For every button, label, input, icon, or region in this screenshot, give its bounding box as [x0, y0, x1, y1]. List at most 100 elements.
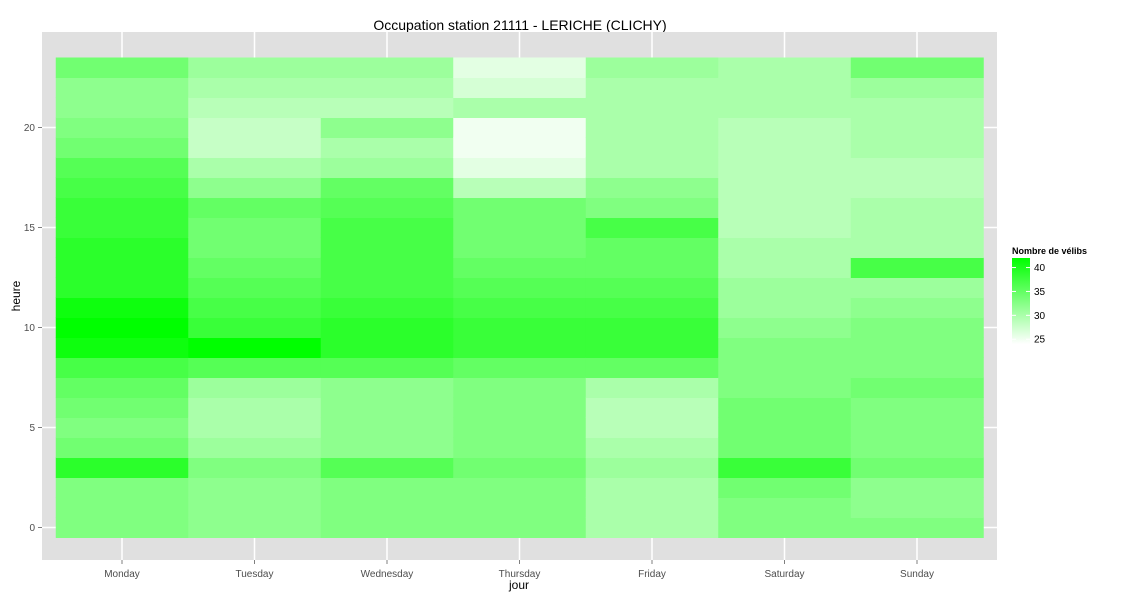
heatmap-tile [55, 157, 189, 178]
heatmap-tile [320, 237, 454, 258]
heatmap-tile [453, 297, 587, 318]
heatmap-tile [718, 317, 852, 338]
heatmap-tile [320, 137, 454, 158]
heatmap-tile [320, 377, 454, 398]
heatmap-tile [55, 397, 189, 418]
heatmap-tile [585, 177, 719, 198]
heatmap-tile [320, 197, 454, 218]
heatmap-tile [585, 417, 719, 438]
heatmap-tile [55, 337, 189, 358]
heatmap-tile [718, 457, 852, 478]
heatmap-tile [453, 497, 587, 518]
heatmap-tile [850, 397, 984, 418]
heatmap-tile [850, 517, 984, 538]
heatmap-tile [585, 297, 719, 318]
heatmap-tile [585, 357, 719, 378]
y-tick-label: 20 [24, 123, 36, 134]
heatmap-tile [585, 157, 719, 178]
heatmap-tile [188, 57, 322, 78]
heatmap-tile [320, 277, 454, 298]
heatmap-tile [55, 297, 189, 318]
heatmap-tile [453, 417, 587, 438]
heatmap-tile [320, 457, 454, 478]
heatmap-tile [55, 277, 189, 298]
heatmap-tile [453, 237, 587, 258]
heatmap-tile [320, 417, 454, 438]
heatmap-tile [585, 397, 719, 418]
heatmap-tile [188, 177, 322, 198]
heatmap-tile [55, 477, 189, 498]
heatmap-tile [850, 257, 984, 278]
heatmap-tile [585, 57, 719, 78]
heatmap-tile [585, 237, 719, 258]
heatmap-tile [188, 137, 322, 158]
heatmap-tile [850, 457, 984, 478]
x-tick-label: Thursday [499, 569, 541, 580]
heatmap-tile [320, 517, 454, 538]
heatmap-tile [188, 217, 322, 238]
heatmap-tile [55, 117, 189, 138]
heatmap-tile [718, 177, 852, 198]
heatmap-tile [55, 497, 189, 518]
heatmap-tile [718, 477, 852, 498]
heatmap-tile [188, 337, 322, 358]
heatmap-tile [188, 377, 322, 398]
heatmap-tile [55, 197, 189, 218]
heatmap-tile [718, 97, 852, 118]
heatmap-tile [320, 477, 454, 498]
heatmap-tile [453, 517, 587, 538]
heatmap-tile [585, 137, 719, 158]
heatmap-tile [585, 337, 719, 358]
heatmap-tile [188, 437, 322, 458]
heatmap-tile [320, 357, 454, 378]
heatmap-tile [453, 357, 587, 378]
heatmap-tile [320, 97, 454, 118]
heatmap-tile [850, 157, 984, 178]
heatmap-tile [850, 377, 984, 398]
heatmap-tile [718, 237, 852, 258]
heatmap-tile [850, 417, 984, 438]
heatmap-tile [55, 137, 189, 158]
heatmap-tile [718, 157, 852, 178]
heatmap-tile [585, 77, 719, 98]
heatmap-tile [188, 297, 322, 318]
heatmap-tile [718, 437, 852, 458]
heatmap-tile [188, 357, 322, 378]
heatmap-tile [718, 397, 852, 418]
heatmap-tile [188, 197, 322, 218]
heatmap-tile [188, 157, 322, 178]
heatmap-tile [718, 297, 852, 318]
heatmap-tile [718, 77, 852, 98]
heatmap-tile [453, 217, 587, 238]
heatmap-tile [453, 257, 587, 278]
heatmap-tile [320, 397, 454, 418]
heatmap-tile [718, 57, 852, 78]
heatmap-tile [453, 377, 587, 398]
heatmap-tile [718, 217, 852, 238]
heatmap-tile [55, 217, 189, 238]
heatmap-tile [585, 517, 719, 538]
heatmap-tile [850, 97, 984, 118]
heatmap-tile [55, 77, 189, 98]
heatmap-tile [850, 477, 984, 498]
legend-title: Nombre de vélibs [1012, 246, 1087, 256]
heatmap-tile [718, 417, 852, 438]
heatmap-tile [55, 97, 189, 118]
heatmap-tiles [55, 57, 984, 538]
y-tick-label: 15 [24, 223, 36, 234]
heatmap-tile [55, 457, 189, 478]
heatmap-tile [453, 337, 587, 358]
heatmap-tile [585, 217, 719, 238]
heatmap-tile [188, 457, 322, 478]
heatmap-tile [718, 277, 852, 298]
heatmap-tile [453, 317, 587, 338]
heatmap-tile [585, 377, 719, 398]
heatmap-tile [718, 257, 852, 278]
heatmap-tile [55, 357, 189, 378]
chart-title: Occupation station 21111 - LERICHE (CLIC… [373, 17, 666, 33]
heatmap-tile [718, 357, 852, 378]
heatmap-tile [188, 497, 322, 518]
x-tick-label: Friday [638, 569, 666, 580]
heatmap-tile [188, 397, 322, 418]
heatmap-tile [55, 237, 189, 258]
